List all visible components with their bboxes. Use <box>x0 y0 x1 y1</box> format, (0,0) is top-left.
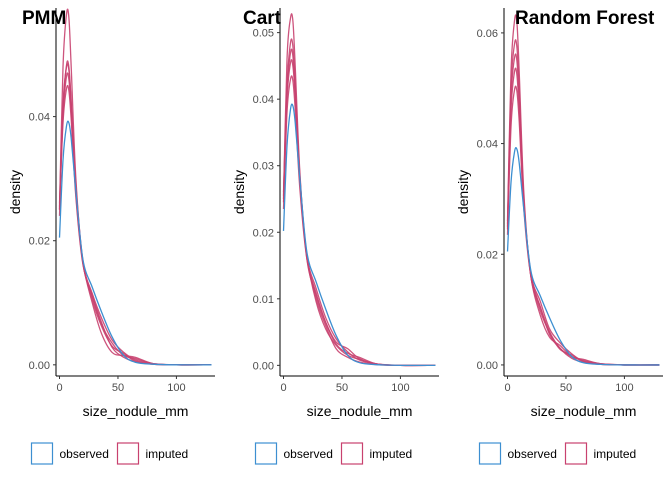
panel-2-legend-label-observed: observed <box>284 447 333 461</box>
panel-3-legend-key-imputed <box>564 442 588 465</box>
panel-3-x-tick-label-0: 0 <box>504 382 510 394</box>
panel-1-title: PMM <box>22 8 66 29</box>
panel-1-x-tick-label-0: 0 <box>56 382 62 394</box>
panel-1-series-imputed-4 <box>58 60 212 366</box>
panel-2-title: Cart <box>243 8 282 29</box>
panel-2-y-tick-label-1: 0.01 <box>253 294 274 306</box>
panel-1-series-imputed-3 <box>58 72 212 366</box>
panel-1-series-observed-0 <box>58 120 212 366</box>
panel-2-x-tick-label-1: 50 <box>336 382 348 394</box>
panel-2-y-tick-label-0: 0.00 <box>253 360 274 372</box>
panel-1-x-tick-label-2: 100 <box>167 382 185 394</box>
panel-3-legend-label-imputed: imputed <box>594 447 637 461</box>
panel-1-legend-label-observed: observed <box>60 447 109 461</box>
panel-1-legend-label-imputed: imputed <box>146 447 189 461</box>
panel-2-x-tick-label-2: 100 <box>391 382 409 394</box>
panel-1-y-tick-label-1: 0.02 <box>29 236 50 248</box>
panel-1-series-imputed-2 <box>58 63 212 366</box>
panel-1-y-tick-label-2: 0.04 <box>29 112 50 124</box>
panel-1-y-tick-label-0: 0.00 <box>29 360 50 372</box>
panel-1-legend-key-imputed <box>116 442 140 465</box>
panel-3-legend-key-observed <box>478 442 502 465</box>
panel-2-series-imputed-5 <box>282 48 436 367</box>
panel-2-y-tick-label-3: 0.03 <box>253 161 274 173</box>
panel-2-series-imputed-2 <box>282 38 436 367</box>
panel-2-legend-key-imputed <box>340 442 364 465</box>
panel-2-legend-label-imputed: imputed <box>370 447 413 461</box>
panel-1-series-imputed-5 <box>58 84 212 366</box>
panel-3-series-imputed-4 <box>506 67 660 366</box>
panel-2-series-imputed-3 <box>282 59 436 367</box>
panel-3-legend-label-observed: observed <box>508 447 557 461</box>
panel-2-series-observed-0 <box>282 103 436 367</box>
panel-3-y-axis-label: density <box>455 170 471 214</box>
panel-3-series-imputed-3 <box>506 53 660 366</box>
panel-1-x-tick-label-1: 50 <box>112 382 124 394</box>
panel-3-y-tick-label-1: 0.02 <box>477 249 498 261</box>
panel-2-series-imputed-1 <box>282 13 436 367</box>
panel-2-y-axis-label: density <box>231 170 247 214</box>
panel-2-y-tick-label-4: 0.04 <box>253 94 274 106</box>
panel-2-y-tick-label-5: 0.05 <box>253 28 274 40</box>
panel-2-x-tick-label-0: 0 <box>280 382 286 394</box>
panel-3-y-tick-label-2: 0.04 <box>477 139 498 151</box>
panel-3-x-axis-label: size_nodule_mm <box>531 403 637 419</box>
panel-3-x-tick-label-1: 50 <box>560 382 572 394</box>
panel-3-y-tick-label-3: 0.06 <box>477 28 498 40</box>
panel-3-series-imputed-5 <box>506 85 660 366</box>
panel-2-x-axis-label: size_nodule_mm <box>307 403 413 419</box>
panel-1-series-imputed-1 <box>58 8 212 366</box>
panel-1-y-axis-label: density <box>7 170 23 214</box>
panel-2-series-imputed-4 <box>282 75 436 367</box>
panel-3-title: Random Forest <box>515 8 655 29</box>
panel-3-series-observed-0 <box>506 147 660 366</box>
panel-3-y-tick-label-0: 0.00 <box>477 360 498 372</box>
panel-2-y-tick-label-2: 0.02 <box>253 227 274 239</box>
panel-3-series-imputed-1 <box>506 14 660 366</box>
panel-1-x-axis-label: size_nodule_mm <box>83 403 189 419</box>
panel-1-legend-key-observed <box>30 442 54 465</box>
panel-3-series-imputed-2 <box>506 39 660 366</box>
panel-2-legend-key-observed <box>254 442 278 465</box>
panel-3-x-tick-label-2: 100 <box>615 382 633 394</box>
